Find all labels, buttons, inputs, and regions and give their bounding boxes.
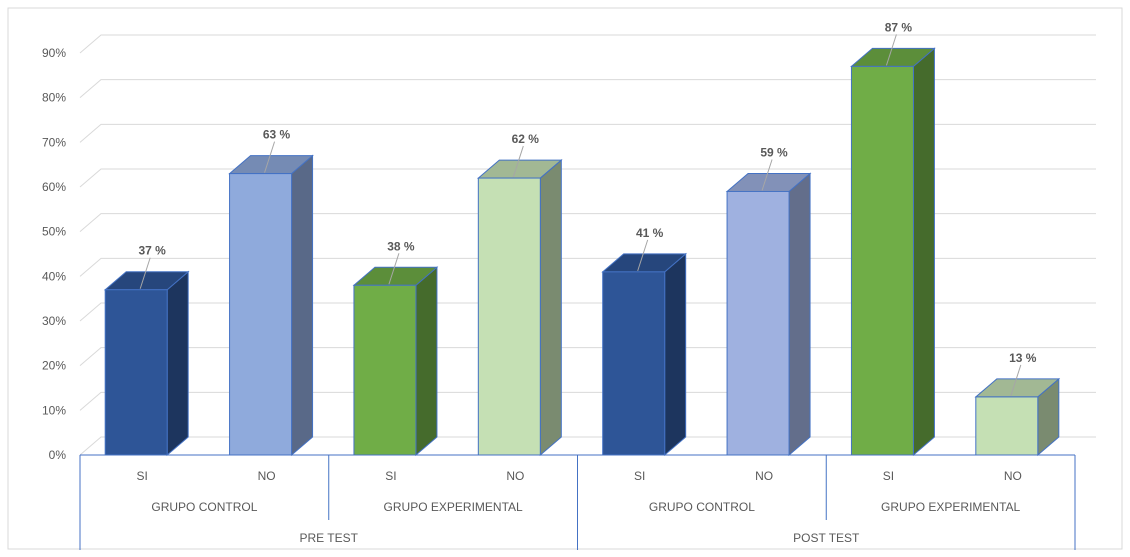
data-label-leader bbox=[139, 257, 151, 289]
bar-side bbox=[912, 47, 935, 457]
bar-side bbox=[664, 252, 687, 457]
y-tick-label: 10% bbox=[42, 403, 66, 417]
data-label-leader bbox=[761, 159, 773, 191]
group-label: GRUPO CONTROL bbox=[151, 500, 257, 514]
bar-front bbox=[104, 289, 168, 456]
group-label: GRUPO EXPERIMENTAL bbox=[384, 500, 523, 514]
bar: 37 % bbox=[103, 244, 190, 457]
gridline bbox=[79, 79, 1096, 99]
data-label-leader bbox=[264, 141, 276, 173]
bar-side bbox=[166, 270, 189, 457]
data-label: 38 % bbox=[387, 239, 415, 253]
gridline bbox=[79, 34, 1096, 54]
category-label: SI bbox=[137, 469, 148, 483]
bar-side bbox=[415, 266, 438, 457]
bar: 59 % bbox=[725, 145, 812, 457]
gridline bbox=[79, 168, 1096, 188]
bar-side bbox=[291, 154, 314, 457]
bar: 62 % bbox=[476, 132, 563, 457]
y-axis-ticks: 0% 10% 20% 30% 40% 50% 60% 70% 80% 90% bbox=[42, 46, 66, 462]
category-label: SI bbox=[634, 469, 645, 483]
data-label: 63 % bbox=[263, 128, 291, 142]
bar-front bbox=[726, 190, 790, 456]
bar-front bbox=[477, 177, 541, 456]
y-tick-label: 60% bbox=[42, 180, 66, 194]
bar-front bbox=[353, 284, 417, 456]
bar-side bbox=[539, 158, 562, 457]
bar: 38 % bbox=[352, 239, 439, 457]
bar-front bbox=[850, 65, 914, 456]
phase-label: PRE TEST bbox=[300, 531, 359, 545]
data-label: 13 % bbox=[1009, 351, 1037, 365]
category-label: NO bbox=[1004, 469, 1022, 483]
y-tick-label: 70% bbox=[42, 135, 66, 149]
bar: 87 % bbox=[850, 20, 936, 457]
bar: 41 % bbox=[601, 226, 688, 457]
data-label-leader bbox=[1010, 364, 1022, 397]
data-label-leader bbox=[885, 34, 897, 66]
category-label: NO bbox=[506, 469, 524, 483]
y-tick-label: 90% bbox=[42, 46, 66, 60]
data-label: 37 % bbox=[139, 244, 167, 258]
gridline bbox=[79, 123, 1096, 143]
category-label: NO bbox=[258, 469, 276, 483]
category-label: SI bbox=[883, 469, 894, 483]
data-label-leader bbox=[637, 239, 649, 272]
bar: 13 % bbox=[974, 351, 1061, 457]
category-label: SI bbox=[385, 469, 396, 483]
y-tick-label: 50% bbox=[42, 225, 66, 239]
data-label: 41 % bbox=[636, 226, 664, 240]
bar-front bbox=[229, 173, 293, 456]
data-label: 59 % bbox=[760, 145, 788, 159]
bar-side bbox=[788, 172, 811, 457]
phase-label: POST TEST bbox=[793, 531, 860, 545]
group-label: GRUPO CONTROL bbox=[649, 500, 755, 514]
chart-frame bbox=[7, 7, 1123, 550]
category-label: NO bbox=[755, 469, 773, 483]
bars: 37 % 63 % 38 % 62 % 41 % 59 % 87 % 13 % bbox=[103, 20, 1061, 457]
y-tick-label: 0% bbox=[49, 448, 67, 462]
x-axis: SI NO SI NO SI NO SI NO GRUPO CONTROL GRUPO EXPER… bbox=[79, 454, 1076, 550]
y-tick-label: 20% bbox=[42, 359, 66, 373]
y-tick-label: 80% bbox=[42, 91, 66, 105]
data-label-leader bbox=[388, 253, 400, 285]
y-tick-label: 40% bbox=[42, 269, 66, 283]
bar-front bbox=[975, 396, 1039, 456]
bar: 63 % bbox=[228, 128, 314, 457]
data-label-leader bbox=[512, 145, 524, 178]
bar-front bbox=[602, 271, 666, 456]
y-tick-label: 30% bbox=[42, 314, 66, 328]
data-label: 62 % bbox=[512, 132, 540, 146]
data-label: 87 % bbox=[885, 20, 913, 34]
group-label: GRUPO EXPERIMENTAL bbox=[881, 500, 1020, 514]
